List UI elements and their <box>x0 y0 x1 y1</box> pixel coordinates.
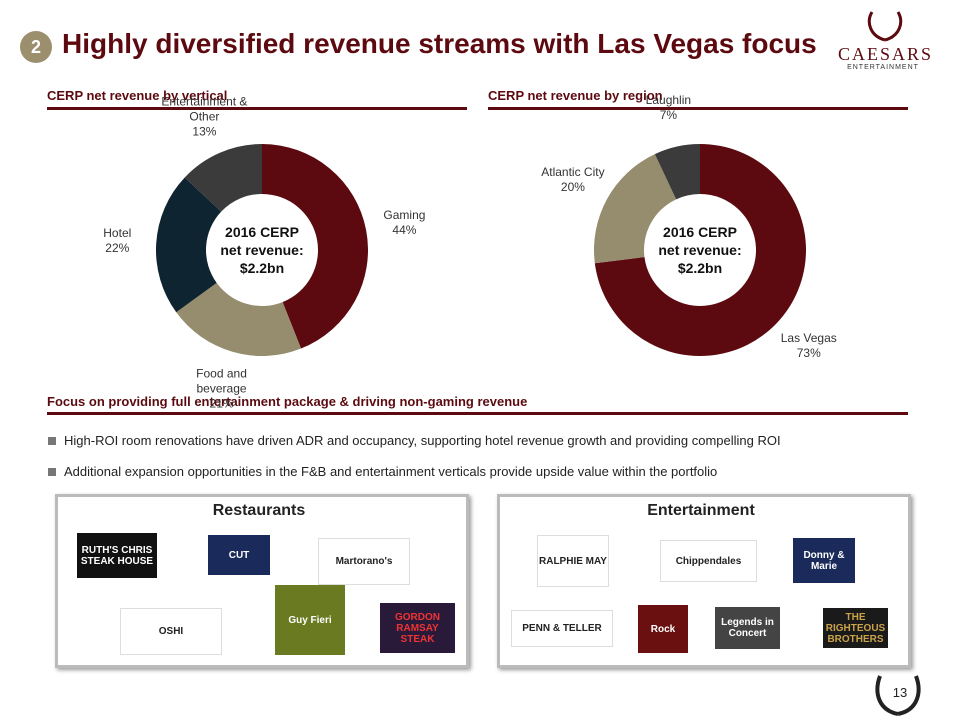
segment-label: Hotel 22% <box>71 226 163 256</box>
value-label: 20% <box>560 180 585 195</box>
chart-title: CERP net revenue by region <box>488 88 663 103</box>
value-label: 13% <box>192 124 217 139</box>
logo-laurel <box>867 11 903 42</box>
donut-segment <box>594 154 677 264</box>
value-label: 21% <box>209 396 234 411</box>
logo: Donny & Marie <box>793 538 855 583</box>
box-title: Entertainment <box>647 502 755 519</box>
restaurants-box <box>55 494 469 668</box>
rule <box>47 412 908 415</box>
value-label: 44% <box>392 222 417 237</box>
logo: RUTH'S CHRIS STEAK HOUSE <box>77 533 157 578</box>
segment-label: Entertainment & Other 13% <box>158 94 250 139</box>
donut-segment <box>594 144 806 356</box>
center-label: 2016 CERP net revenue: $2.2bn <box>220 224 304 276</box>
logo: CUT <box>208 535 270 575</box>
chart-title: CERP net revenue by vertical <box>47 88 228 103</box>
donut-segment <box>262 144 369 349</box>
logo: OSHI <box>120 608 222 655</box>
category-label: Hotel <box>103 225 132 240</box>
bullet: High-ROI room renovations have driven AD… <box>64 433 781 448</box>
donut-layer <box>156 144 806 356</box>
category-label: Atlantic City <box>541 165 605 180</box>
logo: THE RIGHTEOUS BROTHERS <box>823 608 888 648</box>
entertainment-box <box>497 494 911 668</box>
segment-label: Gaming 44% <box>358 208 450 238</box>
logo-name: CAESARS <box>838 44 934 64</box>
box-title: Restaurants <box>212 502 306 519</box>
donut-segment <box>654 144 700 200</box>
page-number: 13 <box>892 685 908 700</box>
category-label: Las Vegas <box>780 330 837 345</box>
bullet-marker <box>48 468 56 476</box>
logo: GORDON RAMSAY STEAK <box>380 603 455 653</box>
bullet: Additional expansion opportunities in th… <box>64 464 718 479</box>
donut-segment <box>184 144 262 212</box>
segment-label: Food and beverage 21% <box>176 367 268 412</box>
focus-title: Focus on providing full entertainment pa… <box>47 394 528 409</box>
slide-title: Highly diversified revenue streams with … <box>62 28 817 59</box>
segment-label: Laughlin 7% <box>622 93 714 123</box>
segment-label: Atlantic City 20% <box>527 165 619 195</box>
badge: 2 <box>20 31 52 63</box>
donut-segment <box>156 177 222 313</box>
value-label: 22% <box>105 240 130 255</box>
category-label: Laughlin <box>645 93 692 108</box>
category-label: Entertainment & Other <box>161 94 248 124</box>
logo: Guy Fieri <box>275 585 345 655</box>
category-label: Gaming <box>383 207 426 222</box>
logo: Legends in Concert <box>715 607 780 649</box>
center-label: 2016 CERP net revenue: $2.2bn <box>658 224 742 276</box>
donut-segment <box>176 282 302 356</box>
rule <box>488 107 908 110</box>
value-label: 7% <box>659 108 678 123</box>
segment-label: Las Vegas 73% <box>763 331 855 361</box>
logo: PENN & TELLER <box>511 610 613 647</box>
logo: Rock <box>638 605 688 653</box>
logo-subtitle: ENTERTAINMENT <box>847 64 919 71</box>
value-label: 73% <box>796 345 821 360</box>
logo: Martorano's <box>318 538 410 585</box>
laurel <box>875 675 921 716</box>
logo: RALPHIE MAY <box>537 535 609 587</box>
category-label: Food and beverage <box>196 366 247 396</box>
logo: Chippendales <box>660 540 757 582</box>
rule <box>47 107 467 110</box>
bullet-marker <box>48 437 56 445</box>
